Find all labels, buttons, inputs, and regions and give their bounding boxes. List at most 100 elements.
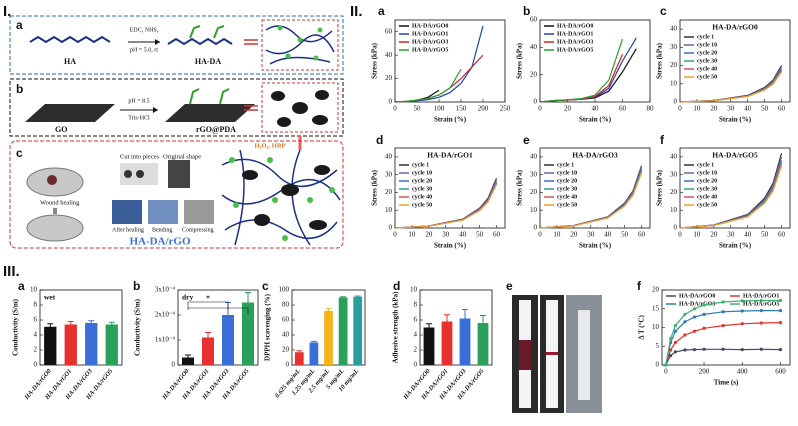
bar [309,342,319,365]
y-tick-label: 40 [385,152,393,160]
y-tick-label: 40 [282,331,290,339]
panel-label: e [506,279,513,293]
y-tick-label: 40 [530,152,538,160]
x-tick-label: 80 [647,105,655,113]
zoom-box [261,82,339,133]
x-tick-label: 100 [434,105,445,113]
y-axis-label: Adhesive strength (kPa) [392,291,400,363]
legend-label: HA-DA/rGO1 [412,31,448,37]
rgo-blobs [242,165,330,230]
x-tick-label: 0 [393,105,397,113]
point [740,348,744,352]
point [721,310,725,314]
point [673,340,677,345]
label: pH = 8.5 [128,98,149,104]
series-line [539,172,643,229]
network [265,25,335,65]
label: Tris-HCl [128,115,150,121]
x-axis-label: Strain (%) [434,116,467,124]
y-axis-label: Δ T (°C) [638,315,646,340]
legend-label: cycle 10 [697,42,717,48]
x-tick-label: 10 [553,231,561,239]
bar [477,323,489,365]
bar [423,327,435,365]
y-axis-label: Stress (kPa) [656,169,664,206]
series-line [679,156,783,229]
polymer-chain [29,35,111,44]
bar [85,323,98,365]
series-line [539,167,643,229]
x-tick-label: 50 [476,231,484,239]
x-axis-label: Strain (%) [719,242,752,250]
legend-label: cycle 20 [697,50,717,56]
rgo-blobs [271,90,329,127]
panel-label: b [16,82,23,96]
network-dots [277,25,323,61]
point [702,347,706,351]
x-tick-label: 30 [727,231,735,239]
bar [44,326,57,365]
point [683,348,687,352]
x-tick-label: 30 [587,231,595,239]
x-tick-label: 0 [678,105,682,113]
bar [222,315,234,365]
legend-label: HA-DA/rGO0 [679,293,715,299]
series-line [394,179,498,229]
photo-sample [124,170,132,178]
x-tick-label: 600 [775,368,786,376]
y-tick-label: 0 [674,224,678,232]
photo-strip [578,310,590,400]
y-tick-label: 15 [652,304,660,312]
y-tick-label: 0 [414,361,418,369]
point [692,315,697,319]
label: HA-DA [195,57,221,66]
y-tick-label: 60 [282,316,290,324]
series-line [665,299,781,366]
series-line [539,53,624,103]
series-line [394,184,498,229]
label: Compressing [182,227,214,233]
x-tick-label: 400 [737,368,748,376]
x-tick-label: 50 [621,231,629,239]
panel-label: e [523,133,530,147]
x-tick-label: 200 [699,368,710,376]
y-tick-label: 2 [34,346,38,354]
y-tick-label: 4 [34,331,38,339]
significance-label: * [206,294,210,303]
x-tick-label: 0 [393,231,397,239]
y-tick-label: 20 [385,188,393,196]
panel-label: b [133,279,140,293]
point [702,303,706,307]
y-tick-label: 0 [389,98,393,106]
legend-label: cycle 40 [697,66,717,72]
y-tick-label: 10 [30,286,38,294]
series-line [679,65,783,103]
y-tick-label: 30 [670,170,678,178]
label: GO [55,125,67,134]
chart-title: HA-DA/rGO5 [712,151,758,160]
x-tick-label: 40 [592,105,600,113]
x-tick-label: 60 [778,105,786,113]
legend-label: HA-DA/rGO5 [557,47,593,53]
bar [202,337,214,365]
go-sheet [25,104,115,122]
y-tick-label: 30 [530,170,538,178]
chart-title: HA-DA/rGO0 [712,23,758,32]
point [692,307,697,311]
point [668,354,673,358]
point [759,298,763,303]
y-tick-label: 100 [279,286,290,294]
legend-label: HA-DA/rGO1 [557,31,593,37]
point [740,309,744,313]
point [721,324,725,328]
y-tick-label: 0 [534,98,538,106]
y-tick-label: 20 [282,346,290,354]
x-tick-label: 40 [744,105,752,113]
y-tick-label: 80 [282,301,290,309]
series-line [679,67,783,103]
y-axis-label: Stress (kPa) [656,42,664,79]
y-tick-label: 2x10⁻⁴ [155,311,176,319]
y-tick-label: 0 [389,224,393,232]
wound [47,175,57,185]
legend-label: cycle 50 [697,74,717,80]
